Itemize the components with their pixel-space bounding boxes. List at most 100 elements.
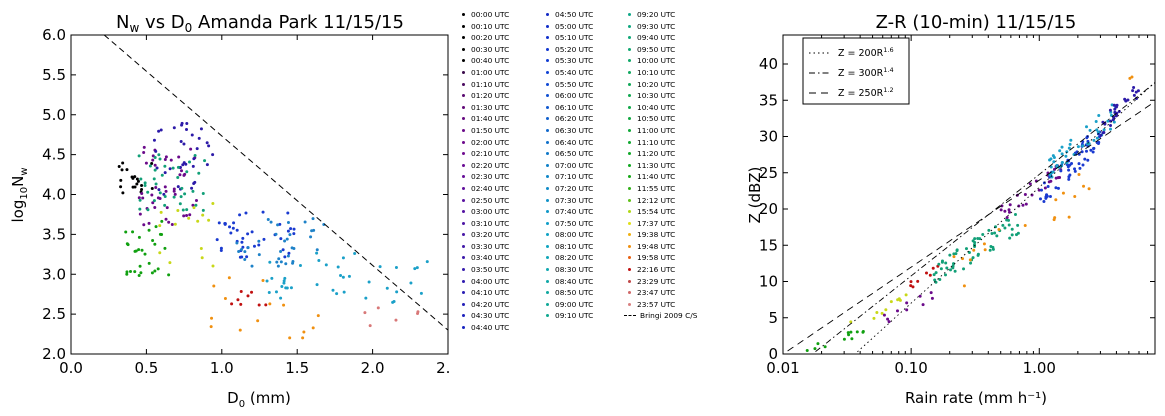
legend-dot-marker (628, 128, 631, 132)
data-point (158, 157, 162, 161)
legend-label: 09:40 UTC (637, 33, 676, 43)
data-point (156, 196, 160, 200)
data-point (172, 187, 176, 191)
data-point (938, 277, 942, 281)
data-point (944, 261, 948, 265)
data-point (1075, 150, 1079, 154)
legend-label: 01:10 UTC (471, 79, 510, 89)
legend-label: 08:40 UTC (555, 276, 594, 286)
legend-dot-marker (628, 256, 631, 260)
data-point (257, 303, 261, 307)
legend-dot-marker (628, 291, 631, 295)
data-point (933, 278, 937, 282)
data-point (183, 192, 187, 196)
data-point (168, 261, 172, 265)
legend-dot-marker (546, 198, 549, 202)
data-point (177, 155, 181, 159)
legend-entry: 09:00 UTC (542, 299, 593, 311)
legend-entry: 19:38 UTC (624, 229, 697, 241)
legend-entry: 04:10 UTC (458, 287, 509, 299)
data-point (897, 297, 901, 301)
chart2-x-label: Rain rate (mm h⁻¹) (905, 389, 1047, 407)
data-point (153, 269, 157, 273)
data-point (286, 254, 290, 258)
data-point (1067, 175, 1071, 179)
data-point (284, 262, 288, 266)
legend-label: 05:30 UTC (555, 56, 594, 66)
data-point (146, 190, 150, 194)
data-point (142, 151, 146, 155)
data-point (286, 221, 290, 225)
data-point (163, 203, 167, 207)
chart1-points (117, 121, 429, 340)
data-point (197, 136, 201, 140)
data-point (1095, 128, 1099, 132)
data-point (159, 210, 163, 214)
data-point (850, 337, 854, 341)
data-point (972, 248, 976, 252)
legend-dot-marker (546, 94, 549, 98)
legend-entry: 03:30 UTC (458, 241, 509, 253)
legend-entry: 23:47 UTC (624, 287, 697, 299)
legend-entry: 07:50 UTC (542, 218, 593, 230)
data-point (363, 311, 367, 315)
data-point (1088, 128, 1092, 132)
legend-dot-marker (546, 36, 549, 40)
legend-entry: 11:30 UTC (624, 160, 697, 172)
legend-dot-marker (462, 105, 465, 109)
data-point (150, 271, 154, 275)
data-point (911, 285, 915, 289)
data-point (805, 349, 809, 353)
chart1-title: Nw vs D0 Amanda Park 11/15/15 (116, 12, 404, 35)
data-point (367, 280, 371, 284)
legend-entry: 08:40 UTC (542, 276, 593, 288)
legend-entry: 09:50 UTC (624, 44, 697, 56)
data-point (167, 220, 171, 224)
legend-label: 08:50 UTC (555, 288, 594, 298)
data-point (1008, 203, 1012, 207)
data-point (227, 276, 231, 280)
data-point (172, 126, 176, 130)
data-point (1013, 212, 1017, 216)
legend-label: 03:30 UTC (471, 241, 510, 251)
legend-entry: 07:20 UTC (542, 183, 593, 195)
data-point (413, 267, 417, 271)
legend-dot-marker (462, 279, 465, 283)
data-point (267, 290, 271, 294)
legend-label: 08:00 UTC (555, 230, 594, 240)
data-point (1008, 236, 1012, 240)
data-point (335, 292, 339, 296)
legend-label: 05:20 UTC (555, 44, 594, 54)
data-point (1054, 186, 1058, 190)
data-point (139, 177, 143, 181)
data-point (199, 246, 203, 250)
legend-dot-marker (628, 163, 631, 167)
fit-line-dashdot (815, 82, 1156, 352)
data-point (257, 243, 261, 247)
data-point (282, 303, 286, 307)
y-tick-label: 5 (768, 309, 778, 327)
data-point (153, 242, 157, 246)
legend-label: 03:20 UTC (471, 230, 510, 240)
data-point (200, 256, 204, 260)
legend-entry: 02:40 UTC (458, 183, 509, 195)
legend-entry: 10:50 UTC (624, 113, 697, 125)
data-point (131, 230, 135, 234)
data-point (976, 253, 980, 257)
data-point (159, 128, 163, 132)
legend-dot-marker (546, 152, 549, 156)
data-point (165, 206, 169, 210)
legend-column-1: 00:00 UTC 00:10 UTC 00:20 UTC 00:30 UTC 00:4… (458, 9, 509, 334)
data-point (993, 231, 997, 235)
legend-dot-marker (462, 198, 465, 202)
data-point (336, 265, 340, 269)
data-point (158, 191, 162, 195)
legend-label: 02:40 UTC (471, 183, 510, 193)
legend-dot-marker (462, 326, 465, 330)
data-point (394, 265, 398, 269)
data-point (131, 185, 135, 189)
legend-entry: 05:10 UTC (542, 32, 593, 44)
legend-dot-marker (462, 94, 465, 98)
legend-dot-marker (628, 82, 631, 86)
data-point (905, 308, 909, 312)
